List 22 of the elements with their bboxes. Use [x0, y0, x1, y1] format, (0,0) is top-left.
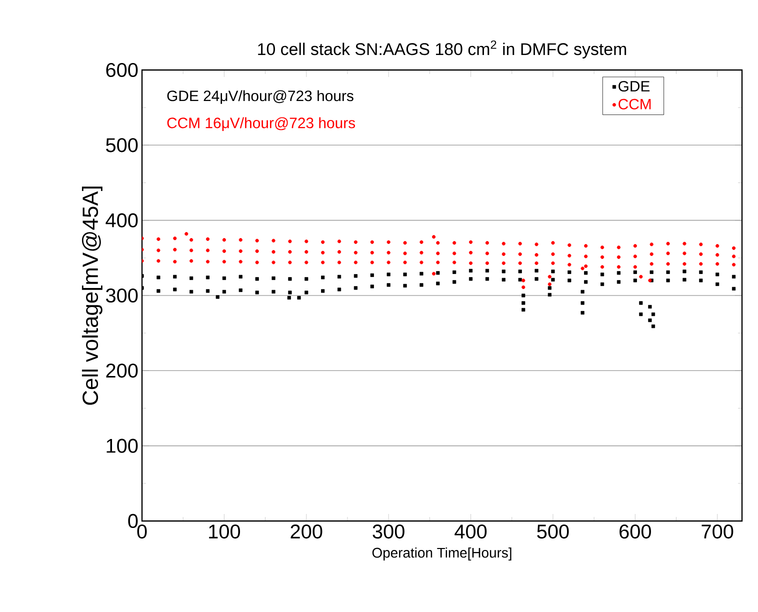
y-tick-label: 0 — [128, 514, 138, 528]
y-axis-title: Cell voltage[mV@45A] — [82, 186, 102, 405]
chart-title: 10 cell stack SN:AAGS 180 cm$^{2}$ in DMFC system — [258, 40, 626, 58]
annotation: GDE 24μV/hour@723 hours — [167, 90, 354, 104]
y-tick-label: 300 — [106, 288, 138, 303]
legend-label: CCM — [618, 98, 651, 110]
x-tick-label: 400 — [454, 524, 487, 539]
x-tick-label: 300 — [372, 524, 404, 539]
x-tick-label: 100 — [209, 524, 240, 539]
y-tick-label: 600 — [106, 62, 138, 78]
x-tick-label: 200 — [290, 524, 322, 539]
x-tick-label: 0 — [137, 524, 147, 539]
x-tick-label: 500 — [537, 524, 569, 539]
y-tick-label: 400 — [106, 213, 138, 228]
legend-label: GDE — [618, 80, 650, 92]
x-tick-label: 700 — [702, 524, 734, 539]
x-axis-title: Operation Time[Hours] — [372, 547, 512, 560]
x-tick-label: 600 — [620, 524, 651, 539]
annotation: CCM 16μV/hour@723 hours — [167, 117, 356, 131]
y-tick-label: 200 — [106, 364, 138, 378]
y-tick-label: 100 — [106, 438, 138, 453]
y-tick-label: 500 — [106, 138, 138, 152]
